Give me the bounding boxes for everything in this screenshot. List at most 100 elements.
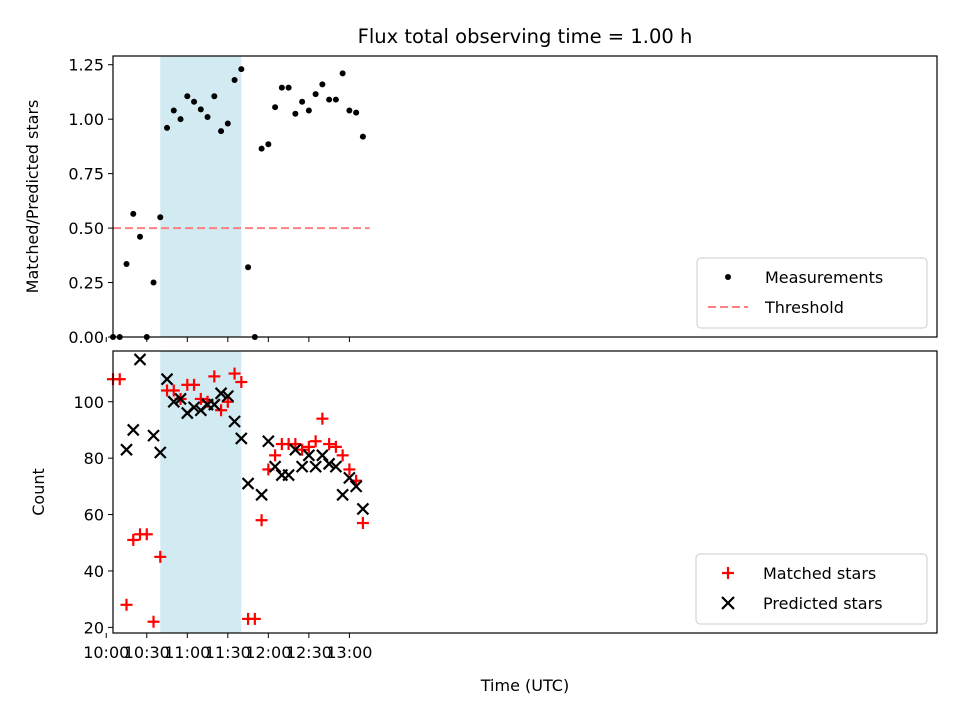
top-y-ticks: 0.00 0.25 0.50 0.75 1.00 1.25 — [68, 56, 113, 347]
measurement-point — [191, 98, 198, 105]
predicted-star-point — [160, 372, 174, 386]
top-panel: 0.00 0.25 0.50 0.75 1.00 1.25 Matched/Predict… — [23, 55, 938, 347]
measurement-point — [177, 116, 184, 123]
predicted-star-point — [208, 398, 221, 411]
predicted-star-point — [147, 429, 160, 442]
matched-star-point — [336, 449, 349, 462]
measurement-point — [353, 109, 360, 116]
matched-star-point — [194, 392, 207, 405]
matched-star-point — [188, 378, 201, 391]
bottom-plot-frame — [112, 350, 938, 634]
measurement-point — [305, 107, 312, 114]
legend-predicted-label: Predicted stars — [763, 594, 883, 613]
measurement-point — [272, 104, 279, 111]
measurement-point — [319, 81, 326, 88]
x-tick-label: 11:00 — [164, 643, 210, 662]
bottom-legend: Matched stars Predicted stars — [695, 553, 928, 625]
predicted-star-point — [282, 468, 295, 482]
matched-star-point — [221, 395, 234, 408]
predicted-star-point — [228, 415, 241, 428]
predicted-star-point — [174, 392, 187, 406]
measurement-point — [150, 279, 157, 286]
measurement-point — [224, 120, 231, 127]
predicted-star-point — [289, 443, 302, 456]
x-tick-label: 12:00 — [245, 643, 291, 662]
top-plot-frame — [112, 55, 938, 338]
legend-measurements-label: Measurements — [765, 268, 883, 287]
measurement-point — [211, 93, 218, 100]
predicted-star-point — [302, 449, 316, 462]
top-shaded-region — [160, 56, 242, 337]
measurement-point — [285, 84, 292, 91]
matched-star-point — [329, 440, 342, 453]
measurement-point — [346, 107, 353, 114]
bottom-panel: 20 40 60 80 100 10:0010:3011:0011:3012:0012:… — [29, 350, 938, 695]
measurement-point — [137, 233, 144, 240]
bottom-legend-box — [695, 553, 928, 625]
top-y-tick-label: 0.75 — [68, 165, 104, 184]
bottom-y-tick-label: 20 — [84, 618, 104, 637]
x-axis-label: Time (UTC) — [480, 676, 569, 695]
legend-measurements-marker — [725, 274, 731, 280]
predicted-star-point — [221, 389, 235, 403]
matched-star-point — [296, 443, 309, 456]
measurement-point — [312, 91, 319, 98]
measurement-point — [218, 128, 225, 135]
matched-star-point — [316, 412, 329, 425]
bottom-y-tick-label: 80 — [84, 449, 104, 468]
measurement-point — [184, 93, 191, 100]
top-y-tick-label: 0.50 — [68, 219, 104, 238]
predicted-star-point — [214, 387, 228, 400]
x-tick-label: 12:30 — [286, 643, 332, 662]
measurement-point — [292, 110, 299, 117]
predicted-star-point — [349, 480, 363, 493]
predicted-star-point — [133, 353, 147, 366]
matched-star-point — [127, 533, 140, 546]
matched-star-point — [140, 528, 153, 541]
matched-star-point — [255, 514, 268, 527]
measurement-point — [339, 70, 346, 77]
predicted-star-point — [316, 449, 329, 462]
predicted-star-point — [167, 395, 181, 409]
predicted-star-point — [120, 443, 133, 456]
measurement-point — [326, 96, 333, 103]
matched-star-point — [113, 373, 126, 386]
matched-star-point — [356, 517, 369, 530]
measurement-point — [130, 210, 137, 217]
measurement-point — [265, 141, 272, 148]
predicted-star-point — [322, 457, 336, 471]
measurement-point — [278, 84, 285, 91]
legend-predicted-marker — [721, 596, 735, 610]
measurement-point — [197, 106, 204, 113]
measurement-point — [332, 96, 339, 103]
predicted-star-points — [120, 353, 370, 516]
matched-star-point — [154, 550, 167, 563]
matched-star-point — [228, 367, 241, 380]
predicted-star-point — [268, 460, 282, 473]
predicted-star-point — [343, 471, 356, 485]
matched-star-point — [248, 612, 261, 625]
measurement-point — [299, 98, 306, 105]
measurement-point — [258, 145, 265, 152]
measurement-point — [157, 214, 164, 221]
matched-star-point — [120, 598, 133, 611]
measurement-point — [170, 107, 177, 114]
top-y-tick-label: 1.25 — [68, 56, 104, 75]
top-legend: Measurements Threshold — [696, 257, 928, 329]
matched-star-point — [208, 370, 221, 383]
matched-star-point — [289, 438, 302, 451]
predicted-star-point — [309, 460, 322, 473]
figure-title: Flux total observing time = 1.00 h — [358, 25, 693, 48]
bottom-y-axis-label: Count — [29, 468, 48, 516]
predicted-star-point — [187, 401, 201, 414]
measurement-point — [204, 113, 211, 120]
measurement-point — [164, 124, 171, 131]
matched-star-point — [343, 463, 356, 476]
top-y-tick-label: 0.25 — [68, 274, 104, 293]
legend-matched-marker — [722, 567, 734, 579]
x-tick-label: 13:00 — [326, 643, 372, 662]
measurement-point — [123, 261, 130, 268]
predicted-star-point — [126, 423, 140, 437]
